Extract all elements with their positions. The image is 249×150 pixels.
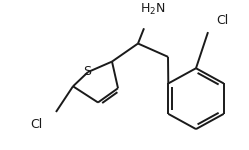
Text: Cl: Cl xyxy=(216,14,228,27)
Text: Cl: Cl xyxy=(30,118,42,131)
Text: S: S xyxy=(83,65,91,78)
Text: H$_2$N: H$_2$N xyxy=(140,2,166,17)
